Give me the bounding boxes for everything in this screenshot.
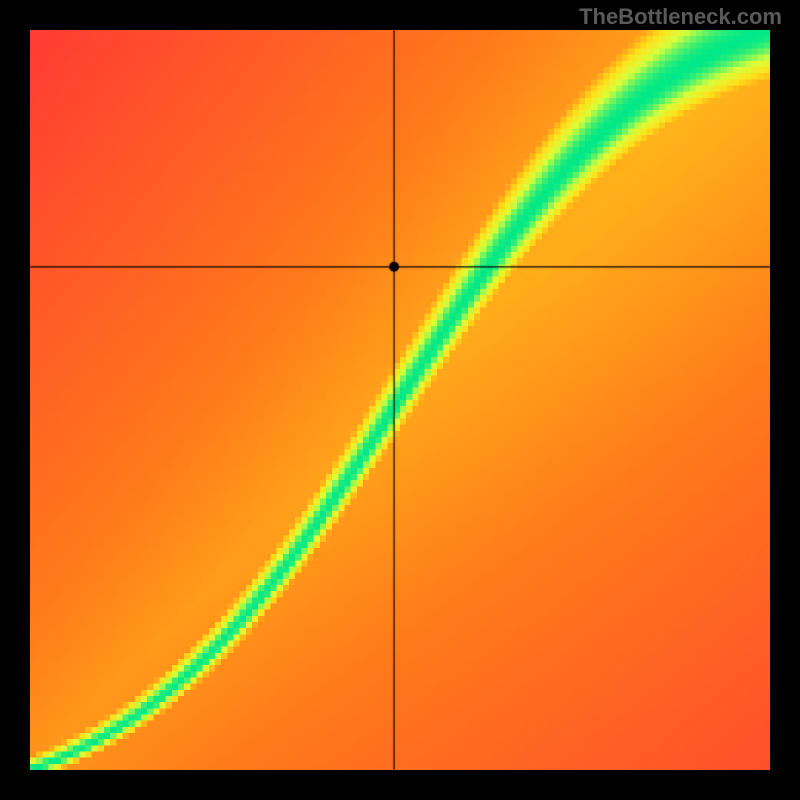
chart-container: TheBottleneck.com xyxy=(0,0,800,800)
watermark-text: TheBottleneck.com xyxy=(579,4,782,30)
bottleneck-heatmap xyxy=(30,30,770,770)
